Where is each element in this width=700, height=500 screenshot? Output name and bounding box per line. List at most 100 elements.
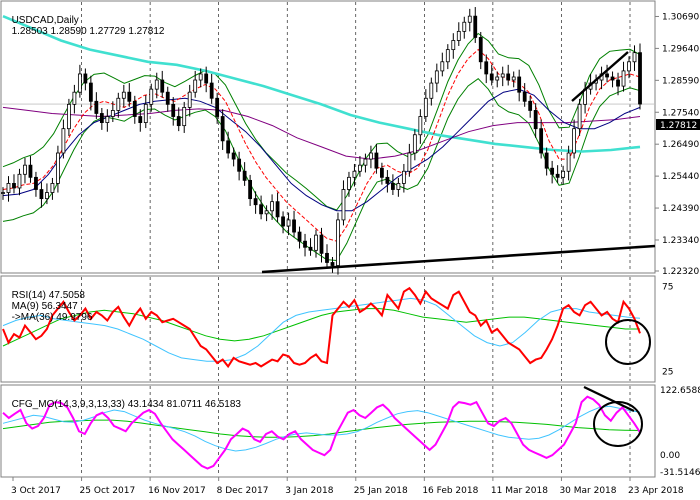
- vertical-gridlines: [81, 2, 631, 476]
- x-tick-label: 23 Apr 2018: [628, 486, 684, 496]
- cfg-title: CFG_MO(14,3,9,3,13,33) 43.1434 81.0711 4…: [11, 399, 241, 410]
- candle-body: [248, 179, 253, 200]
- candle-body: [56, 152, 60, 184]
- y-tick-label: 1.27540: [662, 108, 699, 118]
- rsi-lines: [2, 286, 651, 369]
- lower-trendline: [261, 244, 656, 274]
- x-axis-labels: 3 Oct 2017 25 Oct 2017 16 Nov 2017 8 Dec 20…: [11, 477, 684, 496]
- cfg-trendline: [583, 386, 635, 412]
- candle-body: [572, 128, 577, 154]
- candle-body: [110, 110, 115, 117]
- candle-body: [528, 100, 533, 111]
- rsi-ma9-label: MA(9) 56.3447: [11, 301, 78, 312]
- y-tick-label: 1.25440: [662, 172, 699, 182]
- candle-body: [412, 134, 417, 154]
- candle-body: [154, 79, 159, 90]
- candle-body: [506, 73, 511, 81]
- candle-body: [1, 192, 5, 194]
- candle-body: [171, 103, 176, 117]
- y-tick-label: 1.23340: [662, 236, 699, 246]
- candle-body: [517, 76, 522, 93]
- candle-body: [550, 167, 555, 175]
- candle-body: [314, 234, 318, 251]
- y-tick-label: 1.22320: [662, 267, 699, 277]
- candle-body: [297, 231, 302, 242]
- candle-body: [380, 167, 384, 178]
- candle-body: [456, 30, 461, 41]
- main-panel-title-row: USDCAD,Daily 1.28503 1.28590 1.27729 1.2…: [6, 4, 165, 37]
- candle-body: [270, 201, 274, 212]
- candle-body: [45, 192, 49, 200]
- candle-body: [61, 128, 66, 154]
- candle-body: [385, 176, 390, 184]
- ma-slow-line: [2, 106, 641, 160]
- candle-body: [121, 91, 126, 99]
- candle-body: [401, 170, 406, 184]
- candle-body: [330, 262, 335, 266]
- y-axis-labels: 1.30690 1.29640 1.28590 1.27540 1.26490 1.254…: [655, 12, 700, 478]
- candle-body: [500, 73, 505, 78]
- candle-body: [467, 15, 472, 23]
- candle-body: [566, 152, 571, 172]
- candle-body: [352, 170, 357, 178]
- candle-body: [336, 219, 340, 266]
- rsi-y-tick-label: 75: [662, 283, 673, 293]
- candle-body: [638, 52, 642, 105]
- candle-body: [66, 103, 71, 130]
- candle-body: [539, 128, 544, 154]
- x-tick-label: 8 Dec 2017: [217, 486, 269, 496]
- candle-body: [105, 116, 110, 123]
- candle-body: [215, 97, 220, 117]
- upper-trendline: [571, 51, 629, 102]
- candle-body: [319, 234, 324, 254]
- cfg-panel-frame: [0, 384, 656, 478]
- x-tick-label: 30 Mar 2018: [559, 486, 616, 496]
- candle-body: [23, 164, 27, 175]
- candle-body: [577, 103, 582, 130]
- candle-body: [561, 170, 566, 178]
- cfg-y-tick-label: 0.00: [660, 451, 680, 461]
- candle-body: [132, 100, 137, 117]
- candle-body: [555, 173, 560, 178]
- moving-averages: [2, 15, 641, 242]
- candle-body: [77, 73, 82, 93]
- candle-body: [237, 158, 242, 172]
- candle-body: [423, 97, 428, 117]
- current-price-marker: [656, 119, 700, 130]
- candle-body: [347, 176, 351, 190]
- cfg-y-tick-label: -31.5146: [660, 468, 700, 478]
- x-tick-label: 3 Oct 2017: [11, 486, 61, 496]
- rsi-ma36-label: ->MA(36) 49.9796: [11, 312, 93, 323]
- candle-body: [473, 15, 478, 38]
- candle-body: [50, 183, 55, 193]
- candle-body: [632, 52, 637, 63]
- x-tick-label: 25 Oct 2017: [80, 486, 136, 496]
- x-tick-label: 16 Feb 2018: [422, 486, 478, 496]
- x-tick-label: 11 Mar 2018: [491, 486, 548, 496]
- candle-body: [281, 216, 285, 227]
- candle-body: [363, 158, 368, 166]
- current-price-label: 1.27812: [660, 121, 697, 131]
- candle-body: [434, 70, 439, 84]
- x-tick-label: 3 Jan 2018: [285, 486, 333, 496]
- candle-body: [451, 40, 456, 51]
- candle-body: [374, 152, 379, 169]
- candle-body: [226, 140, 231, 154]
- candle-body: [231, 152, 236, 160]
- candle-body: [489, 73, 494, 81]
- candle-body: [616, 79, 620, 87]
- ohlc-readout: 1.28503 1.28590 1.27729 1.27812: [11, 26, 165, 37]
- ma-fast-line: [2, 48, 641, 242]
- candle-body: [209, 82, 214, 99]
- candle-body: [533, 110, 538, 130]
- candlesticks: [1, 7, 642, 275]
- candle-body: [396, 183, 401, 190]
- candle-body: [264, 210, 269, 215]
- candle-body: [462, 21, 467, 32]
- candle-body: [165, 91, 170, 105]
- x-tick-label: 25 Jan 2018: [354, 486, 408, 496]
- candle-body: [160, 79, 165, 93]
- candle-body: [182, 106, 187, 127]
- main-panel-frame: [0, 0, 656, 274]
